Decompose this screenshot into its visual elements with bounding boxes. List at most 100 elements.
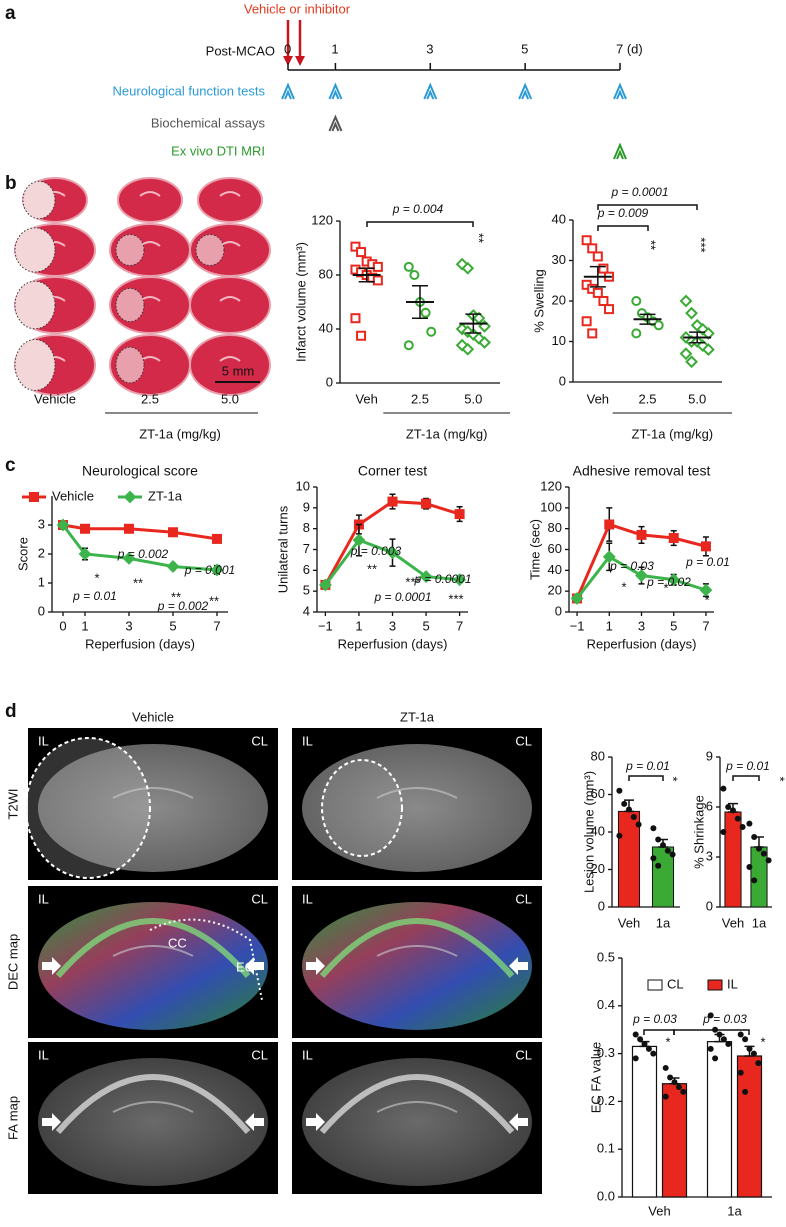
data-point [760,850,767,857]
tract-label: EC [236,959,254,974]
significance: *** [448,591,463,606]
infarct-region [115,346,145,384]
data-point [750,1050,757,1057]
legend-label: IL [727,976,738,991]
marker [426,326,437,337]
y-tick-label: 7 [303,541,310,556]
marker [592,251,603,262]
data-point [621,800,628,807]
x-tick-label: −1 [570,618,585,633]
x-tick-label: 1 [606,618,613,633]
data-point [746,1045,753,1052]
y-axis-label: % Swelling [531,269,546,333]
significance: ** [171,589,181,604]
timeline-row-label: Ex vivo DTI MRI [171,143,265,158]
p-value: p = 0.01 [625,759,670,773]
marker [386,546,399,560]
y-tick-label: 8 [303,520,310,535]
y-tick-label: 40 [591,823,605,838]
marker [122,551,136,565]
y-tick-label: 0 [38,603,45,618]
marker [581,235,592,246]
y-axis-label: Time (sec) [527,519,542,580]
mri-row-label: T2WI [5,788,20,819]
y-tick-label: 0 [555,603,562,618]
error-bar [639,313,656,325]
arrow-left [509,1113,528,1131]
y-tick-label: 120 [311,212,333,227]
data-point [650,855,657,862]
brain-ventricle [219,191,241,197]
x-tick-label: 2.5 [411,391,429,406]
p-value: p = 0.0001 [373,590,431,604]
mri-ventricle [112,787,194,799]
bar [631,1045,658,1198]
mri-brain [38,744,268,872]
marker [453,573,467,587]
marker [685,355,698,369]
marker [679,294,693,308]
significance: * [760,1034,765,1049]
mri-ventricle [112,1101,194,1113]
x-tick-label: 5 [422,618,429,633]
y-tick-label: 20 [548,583,562,598]
p-value: p = 0.002 [117,547,169,561]
y-tick-label: 4 [303,603,310,618]
brain-section [117,177,183,223]
side-label: IL [38,1047,49,1062]
y-tick-label: 2 [38,545,45,560]
marker [372,275,383,286]
mri-brain [302,744,532,872]
y-tick-label: 40 [319,320,333,335]
timeline-tick-label: 7 (d) [616,41,643,56]
treatment-arrowhead [295,56,305,66]
marker [352,533,366,547]
x-tick-label: 2.5 [638,391,656,406]
marker [387,496,398,507]
x-tick-label: 3 [389,618,396,633]
bar [736,1055,763,1198]
legend-swatch [707,979,723,991]
error-bar [589,265,606,288]
marker [636,529,647,540]
y-tick-label: 120 [540,478,562,493]
side-label: IL [38,733,49,748]
x-tick-label: 5 [670,618,677,633]
mri-row-label: FA map [5,1096,20,1140]
data-point [751,877,758,884]
significance: *** [694,237,709,252]
marker [409,270,420,280]
panel-label: b [5,173,17,194]
marker [56,518,70,532]
x-tick-label: 1 [81,618,88,633]
y-tick-label: 80 [591,748,605,763]
side-label: CL [515,1047,532,1062]
data-point [662,1064,669,1071]
group-axis-label: ZT-1a (mg/kg) [139,426,221,441]
data-point [680,1088,687,1095]
x-tick-label: 3 [638,618,645,633]
x-tick-label: 3 [125,618,132,633]
data-point [756,845,762,852]
y-tick-label: 0.5 [597,949,615,964]
side-label: IL [302,891,313,906]
y-tick-label: 80 [548,520,562,535]
error-bar [412,285,428,319]
data-point [667,1074,674,1081]
x-tick-label: 0 [59,618,66,633]
timeline-tick-label: 5 [521,41,528,56]
data-point [662,1093,669,1100]
treatment-label: Vehicle or inhibitor [244,1,351,16]
p-value: p = 0.001 [184,563,235,577]
brain-section [189,276,271,334]
y-tick-label: 3 [38,516,45,531]
y-tick-label: 0.1 [597,1141,615,1156]
data-point [712,1055,719,1062]
panel-label: c [5,455,16,476]
side-label: IL [38,891,49,906]
brain-ventricle [219,296,241,302]
timeline-event [423,82,438,100]
p-value: p = 0.0001 [610,185,668,199]
panel-label: d [5,701,17,722]
marker [478,336,491,349]
